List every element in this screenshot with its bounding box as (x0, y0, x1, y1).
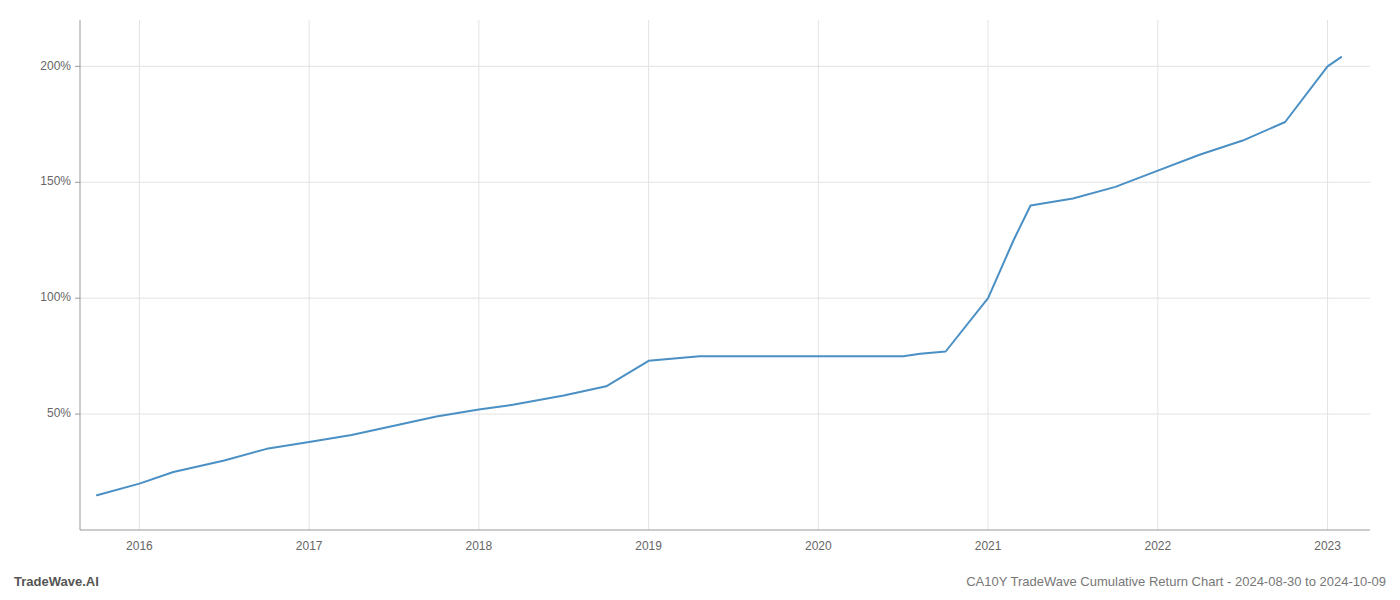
x-grid-line (139, 20, 140, 530)
x-grid-line (478, 20, 479, 530)
y-tick (75, 298, 80, 299)
x-grid-line (1157, 20, 1158, 530)
y-grid-line (80, 414, 1370, 415)
title: CA10Y TradeWave Cumulative Return Chart … (966, 574, 1386, 589)
watermark: TradeWave.AI (14, 574, 99, 589)
x-axis-line (80, 530, 1370, 531)
chart-svg: 50%100%150%200%2016201720182019202020212… (0, 0, 1400, 600)
y-tick-label: 50% (47, 406, 71, 420)
x-grid-line (988, 20, 989, 530)
y-tick-label: 100% (40, 290, 71, 304)
data-line (97, 57, 1341, 495)
x-tick-label: 2019 (635, 539, 662, 553)
x-grid-line (818, 20, 819, 530)
x-axis: 2016 2017 2018 2019 2020 2021 2022 2023 (126, 539, 1341, 553)
y-tick (75, 66, 80, 67)
plot-area (97, 57, 1341, 495)
y-axis: 50% 100% 150% 200% (40, 59, 80, 421)
x-tick-label: 2023 (1314, 539, 1341, 553)
y-grid-line (80, 182, 1370, 183)
y-grid-line (80, 66, 1370, 67)
x-grid-line (1327, 20, 1328, 530)
y-tick-label: 200% (40, 59, 71, 73)
x-tick-label: 2020 (805, 539, 832, 553)
x-tick-label: 2017 (296, 539, 323, 553)
x-grid-line (309, 20, 310, 530)
chart-container: 50%100%150%200%2016201720182019202020212… (0, 0, 1400, 600)
x-tick-label: 2016 (126, 539, 153, 553)
x-tick-label: 2018 (466, 539, 493, 553)
grid (80, 20, 1370, 530)
x-grid-line (648, 20, 649, 530)
y-axis-line (80, 20, 81, 530)
x-tick-label: 2021 (975, 539, 1002, 553)
x-tick-label: 2022 (1144, 539, 1171, 553)
y-tick (75, 182, 80, 183)
y-grid-line (80, 298, 1370, 299)
y-tick (75, 414, 80, 415)
y-tick-label: 150% (40, 174, 71, 188)
